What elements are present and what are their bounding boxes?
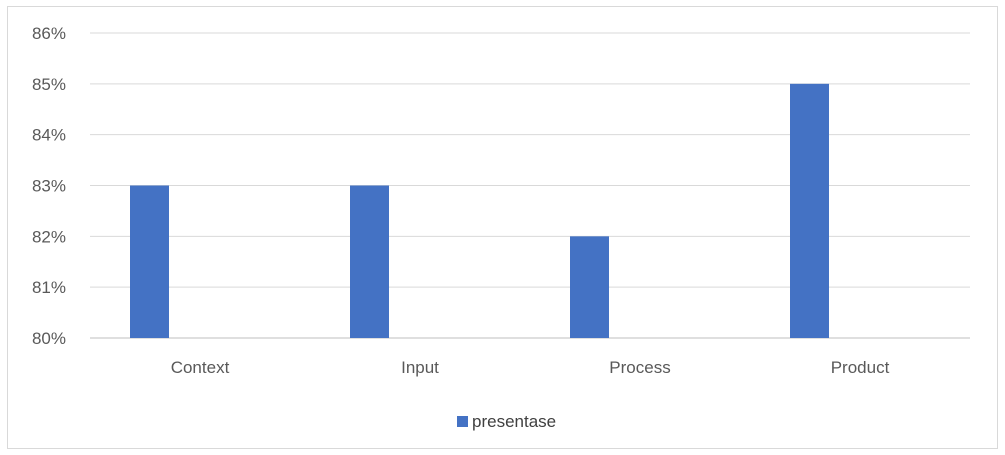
- y-tick-label: 85%: [32, 75, 66, 94]
- gridlines: [90, 32, 970, 339]
- bar-product: [790, 83, 829, 338]
- y-tick-label: 81%: [32, 278, 66, 297]
- legend: presentase: [457, 412, 556, 431]
- bar-context: [130, 185, 169, 338]
- x-category-label: Product: [831, 358, 890, 377]
- y-tick-label: 83%: [32, 177, 66, 196]
- y-tick-label: 80%: [32, 329, 66, 348]
- x-category-label: Context: [171, 358, 230, 377]
- x-axis-category-labels: Context Input Process Product: [171, 358, 890, 377]
- y-tick-label: 82%: [32, 227, 66, 246]
- bars: [130, 83, 829, 338]
- y-tick-label: 86%: [32, 24, 66, 43]
- bar-input: [350, 185, 389, 338]
- x-category-label: Input: [401, 358, 439, 377]
- y-tick-label: 84%: [32, 126, 66, 145]
- y-axis-tick-labels: 80% 81% 82% 83% 84% 85% 86%: [32, 24, 66, 348]
- bar-process: [570, 236, 609, 338]
- legend-label-presentase: presentase: [472, 412, 556, 431]
- x-category-label: Process: [609, 358, 670, 377]
- chart-frame: [7, 6, 998, 449]
- legend-swatch-presentase: [457, 416, 468, 427]
